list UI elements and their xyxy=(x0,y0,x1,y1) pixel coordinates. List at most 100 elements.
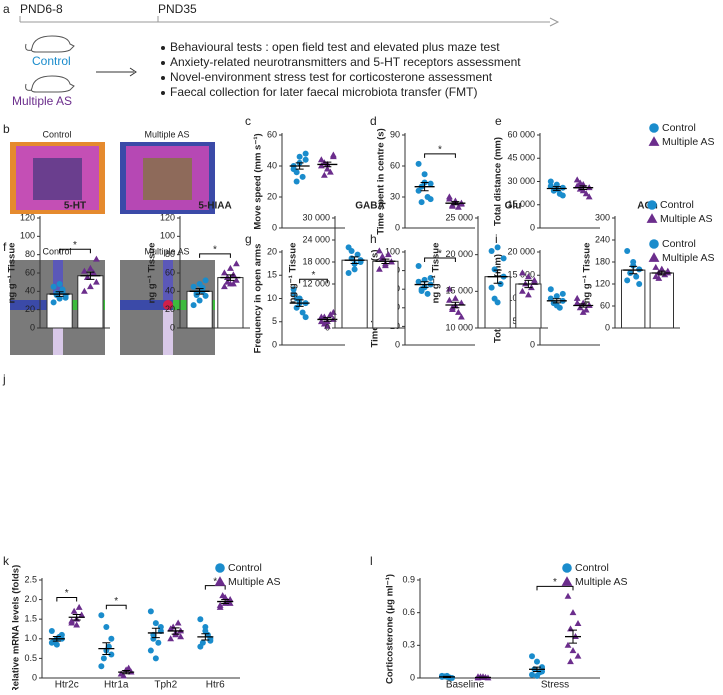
data-point xyxy=(376,265,383,272)
error-bar xyxy=(72,613,81,621)
legend-label: Multiple AS xyxy=(662,252,715,264)
data-point xyxy=(108,635,115,642)
data-point xyxy=(177,633,185,640)
data-point xyxy=(157,624,164,631)
data-point xyxy=(50,283,57,290)
image-title: Multiple AS xyxy=(144,246,189,256)
data-point xyxy=(81,287,88,294)
data-point xyxy=(59,286,66,293)
error-bar xyxy=(323,161,332,168)
data-point xyxy=(418,199,425,206)
data-point xyxy=(199,284,206,291)
data-point xyxy=(553,293,560,300)
y-tick-label: 40 xyxy=(165,286,175,296)
y-tick-label: 240 xyxy=(595,234,610,244)
group-label: Multiple AS xyxy=(12,94,72,108)
error-bar xyxy=(451,201,460,206)
legend-marker xyxy=(215,563,225,573)
data-point xyxy=(197,616,204,623)
data-point xyxy=(230,271,237,278)
data-point xyxy=(84,273,91,280)
y-tick-label: 0.5 xyxy=(24,653,37,663)
data-point xyxy=(636,266,643,273)
data-point xyxy=(539,668,545,675)
legend-marker xyxy=(649,239,659,249)
data-point xyxy=(652,263,660,270)
y-tick-label: 20 xyxy=(165,304,175,314)
y-tick-label: 90 xyxy=(390,129,400,139)
legend-label: Control xyxy=(662,238,696,250)
bullet xyxy=(161,91,165,95)
data-point xyxy=(488,284,495,291)
data-point xyxy=(317,156,325,163)
y-tick-label: 0.9 xyxy=(402,574,415,584)
data-point xyxy=(53,292,60,298)
significance-bracket xyxy=(424,153,456,158)
data-point xyxy=(167,625,175,632)
data-point xyxy=(497,281,504,287)
error-bar xyxy=(122,670,131,675)
y-tick-label: 100 xyxy=(160,231,175,241)
data-point xyxy=(93,278,100,285)
data-point xyxy=(202,277,209,284)
data-point xyxy=(323,165,331,172)
significance-bracket xyxy=(199,253,231,258)
y-tick-label: 100 xyxy=(385,246,400,256)
data-point xyxy=(196,297,203,304)
error-bar xyxy=(420,281,429,288)
y-axis-label: Time spent in centre (s) xyxy=(376,128,387,234)
data-point xyxy=(585,193,593,200)
legend-marker xyxy=(647,200,657,210)
data-point xyxy=(62,294,69,301)
data-point xyxy=(100,655,107,662)
error-bar xyxy=(151,627,160,639)
y-axis-label: ng g⁻¹ Tissue xyxy=(431,243,442,304)
data-point xyxy=(519,269,526,276)
open-field-image xyxy=(10,142,215,214)
legend-marker xyxy=(646,213,658,223)
legend-marker xyxy=(649,123,659,133)
significance-bracket xyxy=(536,585,574,591)
data-point xyxy=(579,308,587,315)
y-axis-label: Frequency in open arms xyxy=(253,244,264,354)
error-bar xyxy=(52,635,61,642)
y-tick-label: 120 xyxy=(160,212,175,222)
bar xyxy=(372,260,399,329)
data-point xyxy=(290,290,297,297)
significance: * xyxy=(213,576,217,587)
data-point xyxy=(529,653,535,660)
bullet-text: Behavioural tests : open field test and … xyxy=(170,40,500,54)
data-point xyxy=(574,619,582,626)
data-point xyxy=(415,187,422,194)
y-tick-label: 20 xyxy=(267,191,277,201)
y-tick-label: 15 000 xyxy=(507,199,535,209)
bullet-text: Faecal collection for later faecal micro… xyxy=(170,85,477,99)
image-title: Control xyxy=(42,129,71,139)
panel-label: b xyxy=(3,122,10,136)
y-tick-label: 1.5 xyxy=(24,614,37,624)
data-point xyxy=(559,192,566,199)
bar xyxy=(649,272,674,329)
data-point xyxy=(491,295,498,302)
y-tick-label: 40 xyxy=(25,286,35,296)
data-point xyxy=(78,611,86,618)
error-bar xyxy=(295,162,304,170)
y-tick-label: 20 xyxy=(267,246,277,256)
data-point xyxy=(534,658,540,665)
bullet xyxy=(161,46,165,50)
data-point xyxy=(329,308,337,315)
significance-bracket xyxy=(105,604,127,610)
bullets: Behavioural tests : open field test and … xyxy=(161,40,521,99)
significance: * xyxy=(73,240,77,251)
data-point xyxy=(103,624,110,631)
y-tick-label: 0 xyxy=(395,339,400,349)
data-point xyxy=(574,652,582,659)
panel-label: e xyxy=(495,114,502,128)
y-tick-label: 15 xyxy=(267,270,277,280)
error-bar xyxy=(569,629,577,644)
data-point xyxy=(559,184,566,191)
error-bar xyxy=(552,186,561,191)
y-tick-label: 0 xyxy=(32,672,37,682)
y-tick-label: 120 xyxy=(20,212,35,222)
